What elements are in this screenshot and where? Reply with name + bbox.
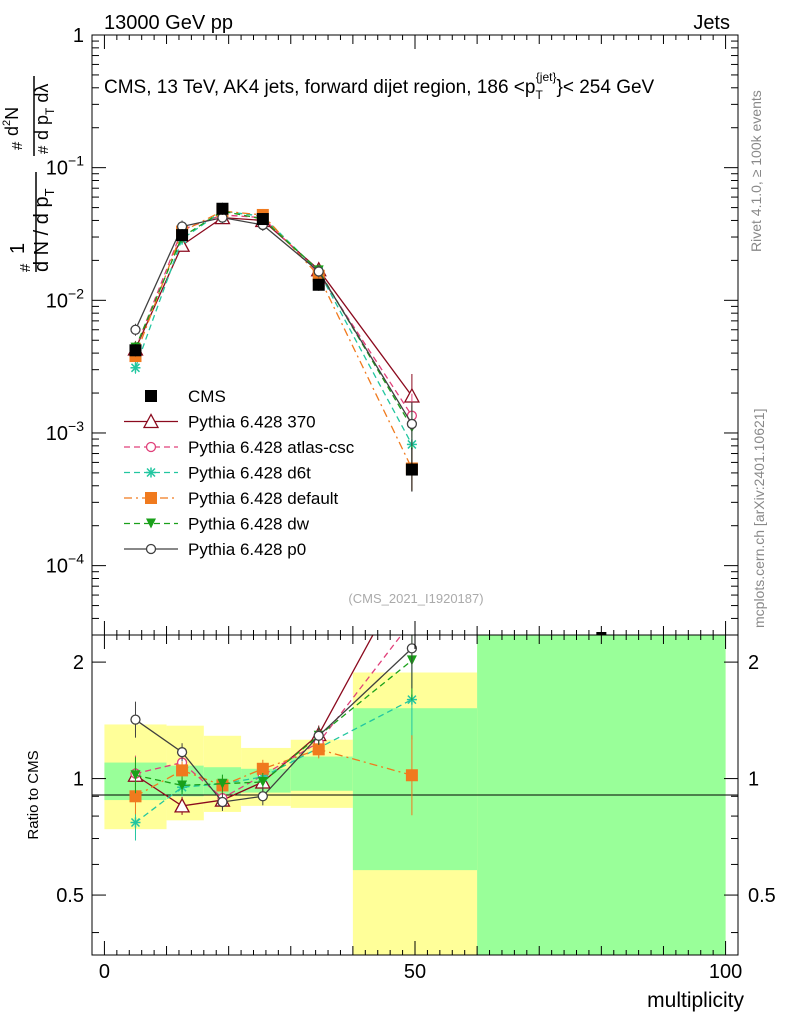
data-point: [145, 543, 157, 555]
ratio-ytick-label-right: 2: [748, 652, 759, 674]
legend-entry: Pythia 6.428 370: [124, 413, 316, 432]
legend-label: Pythia 6.428 atlas-csc: [188, 438, 355, 457]
data-point: [177, 780, 188, 791]
series-line: [134, 210, 413, 445]
main-ticks: [92, 34, 738, 636]
watermark: (CMS_2021_I1920187): [348, 591, 483, 606]
ratio-tick-labels: 0.5 0.5 1 1 2 2 0 50 100: [56, 652, 776, 983]
data-point: [176, 747, 188, 758]
data-point: [176, 229, 189, 242]
ratio-line: [135, 659, 413, 787]
ratio-ytick-label-right: 1: [748, 769, 759, 791]
data-point: [312, 743, 325, 756]
data-point: [145, 492, 157, 504]
legend-entry: Pythia 6.428 atlas-csc: [124, 438, 355, 457]
ratio-ytick-label: 0.5: [56, 885, 84, 907]
data-point: [130, 324, 141, 335]
ratio-ytick-label: 1: [73, 769, 84, 791]
ratio-ticks: [92, 635, 738, 955]
xtick-label: 50: [404, 961, 426, 983]
series-line: [134, 210, 413, 469]
data-point: [257, 776, 268, 787]
data-point: [256, 762, 269, 775]
series-line: [134, 214, 413, 417]
data-point: [146, 518, 156, 529]
rivet-label: Rivet 4.1.0, ≥ 100k events: [748, 90, 764, 252]
data-point: [312, 278, 325, 291]
ratio-ytick-label-right: 0.5: [748, 885, 776, 907]
data-point: [129, 344, 142, 357]
ratio-line: [135, 635, 374, 807]
legend-label: CMS: [188, 387, 226, 406]
ytick-label: 10−4: [46, 551, 84, 578]
data-point: [406, 643, 418, 654]
legend-label: Pythia 6.428 370: [188, 413, 316, 432]
data-point: [405, 769, 418, 782]
legend-entry: CMS: [145, 387, 226, 406]
legend-entry: Pythia 6.428 p0: [124, 540, 306, 559]
legend-label: Pythia 6.428 d6t: [188, 464, 311, 483]
mcplots-label: mcplots.cern.ch [arXiv:2401.10621]: [751, 409, 767, 628]
legend-label: Pythia 6.428 p0: [188, 540, 306, 559]
data-point: [173, 797, 191, 813]
data-point: [176, 764, 189, 777]
ytick-label: 10−2: [46, 285, 84, 312]
series-0: [129, 202, 607, 637]
xlabel: multiplicity: [647, 989, 744, 1012]
series-2: [130, 208, 418, 438]
data-point: [146, 467, 156, 478]
data-point: [130, 714, 141, 725]
data-point: [313, 730, 324, 741]
main-ylabel: # 1 d N / d pT # d2N # d pT dλ: [1, 76, 57, 272]
main-series: [127, 202, 607, 637]
uncertainty-band-green: [290, 756, 353, 791]
ytick-label: 1: [73, 25, 84, 47]
ratio-line: [135, 647, 413, 803]
legend-entry: Pythia 6.428 default: [124, 489, 339, 508]
ytick-label: 10−3: [46, 418, 84, 445]
legend-label: Pythia 6.428 default: [188, 489, 339, 508]
data-point: [217, 778, 228, 789]
data-point: [145, 441, 157, 453]
legend-entry: Pythia 6.428 d6t: [124, 464, 311, 483]
chart-title: CMS, 13 TeV, AK4 jets, forward dijet reg…: [104, 70, 655, 102]
series-6: [130, 211, 418, 446]
ratio-ylabel: Ratio to CMS: [25, 750, 42, 839]
data-point: [257, 791, 268, 802]
uncertainty-band-green: [352, 708, 478, 871]
data-point: [256, 213, 269, 226]
data-point: [129, 790, 142, 803]
data-point: [217, 796, 228, 808]
legend-label: Pythia 6.428 dw: [188, 515, 310, 534]
main-panel: 1 10−1 10−2 10−3 10−4 (CMS_2021_I1920187) CM…: [46, 25, 739, 637]
data-point: [313, 266, 324, 277]
ratio-line: [135, 635, 403, 799]
main-ytick-labels: 1 10−1 10−2 10−3 10−4: [46, 25, 84, 578]
ytick-label: 10−1: [46, 153, 84, 180]
ratio-series: [127, 635, 418, 841]
data-point: [406, 418, 418, 430]
ratio-panel: 0.5 0.5 1 1 2 2 0 50 100 Ratio to CMS multiplici…: [25, 634, 776, 1012]
data-point: [130, 770, 141, 781]
data-point: [142, 413, 160, 429]
legend: CMS Pythia 6.428 370 Pythia 6.428 atlas-cs…: [124, 387, 355, 559]
series-line: [134, 216, 413, 425]
header-left: 13000 GeV pp: [104, 12, 233, 34]
ratio-ytick-label: 2: [73, 652, 84, 674]
data-point: [216, 202, 229, 215]
data-point: [145, 390, 157, 402]
ratio-line: [135, 699, 413, 824]
xtick-label: 100: [709, 961, 742, 983]
header-right: Jets: [693, 12, 730, 34]
data-point: [130, 817, 141, 828]
data-point: [130, 362, 141, 373]
ratio-series-5: [130, 635, 418, 811]
legend-entry: Pythia 6.428 dw: [124, 515, 310, 534]
series-1: [127, 209, 420, 418]
data-point: [405, 463, 418, 476]
xtick-label: 0: [99, 961, 110, 983]
series-line: [134, 216, 413, 397]
